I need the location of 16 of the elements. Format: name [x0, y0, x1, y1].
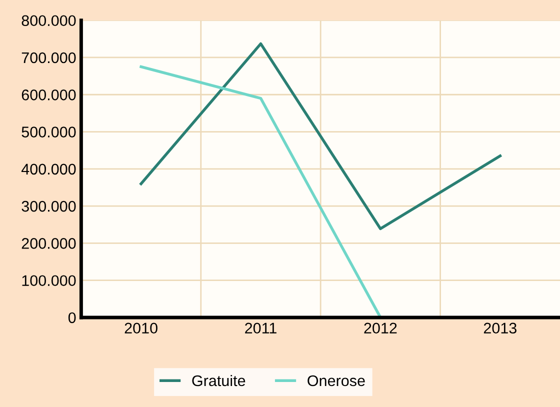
x-tick-label: 2012 — [364, 322, 397, 334]
y-tick-label: 200.000 — [22, 238, 76, 249]
y-tick-label: 500.000 — [22, 126, 76, 138]
y-tick-label: 0 — [68, 312, 76, 324]
legend-label: Onerose — [308, 375, 365, 386]
x-tick-label: 2011 — [245, 322, 276, 334]
line-series — [140, 42, 502, 230]
legend-label: Gratuite — [192, 374, 246, 386]
y-tick-label: 700.000 — [22, 52, 76, 64]
y-tick-label: 300.000 — [22, 200, 76, 212]
y-tick-label: 800.000 — [22, 15, 76, 26]
y-tick-label: 600.000 — [22, 89, 76, 100]
x-tick-label: 2013 — [484, 322, 516, 334]
y-tick-label: 100.000 — [22, 275, 76, 286]
y-tick-label: 400.000 — [21, 164, 76, 175]
x-tick-label: 2010 — [124, 322, 158, 334]
